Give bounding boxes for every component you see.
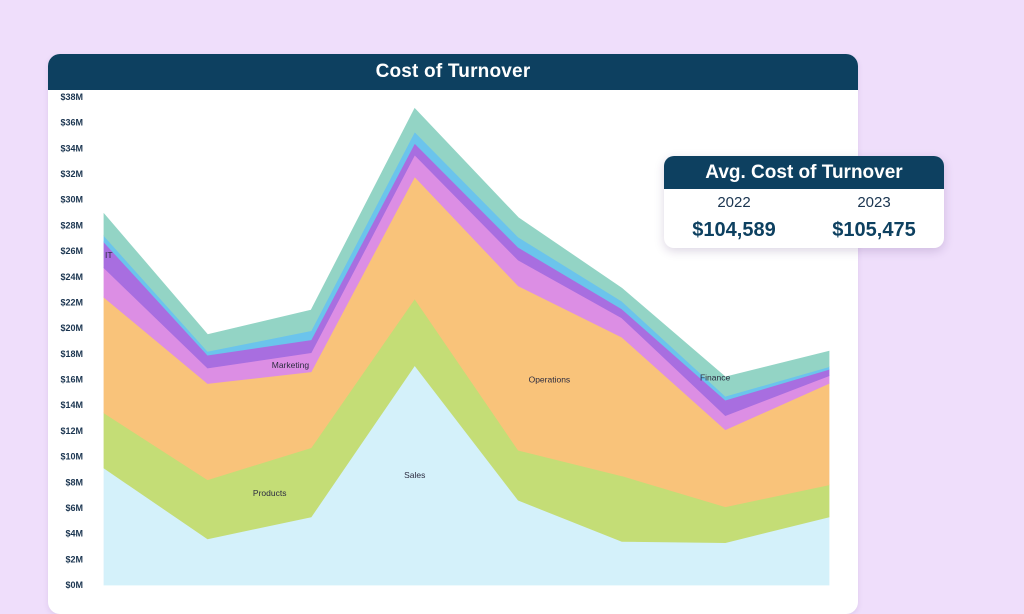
series-label-sales: Sales: [404, 470, 425, 480]
y-tick-label: $18M: [60, 349, 83, 359]
y-tick-label: $32M: [60, 169, 83, 179]
avg-cost-card-title: Avg. Cost of Turnover: [705, 161, 903, 183]
avg-cost-value: $104,589: [692, 219, 776, 241]
series-label-marketing: Marketing: [272, 360, 310, 370]
y-tick-label: $30M: [60, 195, 83, 205]
area-chart: $0M $2M $4M $6M $8M $10M $12M $14M $16M $18M $20M $…: [60, 92, 830, 590]
y-tick-label: $34M: [60, 143, 83, 153]
series-labels: Sales Products Operations Marketing IT Financ…: [105, 250, 730, 498]
y-tick-label: $36M: [60, 118, 83, 128]
y-tick-label: $4M: [65, 529, 83, 539]
chart-title: Cost of Turnover: [375, 61, 531, 82]
y-tick-label: $22M: [60, 297, 83, 307]
y-axis: $0M $2M $4M $6M $8M $10M $12M $14M $16M $18M $20M $…: [60, 92, 83, 590]
y-tick-label: $24M: [60, 272, 83, 282]
avg-cost-value: $105,475: [832, 219, 916, 241]
avg-cost-card: Avg. Cost of Turnover 2022 $104,589 2023…: [664, 156, 944, 248]
y-tick-label: $38M: [60, 92, 83, 102]
series-label-operations: Operations: [529, 375, 571, 385]
area-series-finance: [103, 107, 830, 397]
avg-cost-card-header: Avg. Cost of Turnover: [664, 156, 944, 189]
series-label-products: Products: [253, 488, 287, 498]
y-tick-label: $28M: [60, 220, 83, 230]
y-tick-label: $8M: [65, 477, 83, 487]
chart-title-bar: Cost of Turnover: [48, 54, 858, 90]
y-tick-label: $2M: [65, 554, 83, 564]
y-tick-label: $20M: [60, 323, 83, 333]
y-tick-label: $10M: [60, 452, 83, 462]
y-tick-label: $26M: [60, 246, 83, 256]
y-tick-label: $16M: [60, 375, 83, 385]
avg-cost-col-2023: 2023 $105,475: [804, 189, 944, 248]
year-label: 2022: [717, 194, 751, 211]
series-label-finance: Finance: [700, 372, 731, 382]
year-label: 2023: [857, 194, 891, 211]
y-tick-label: $0M: [65, 580, 83, 590]
series-label-it: IT: [105, 250, 113, 260]
avg-cost-columns: 2022 $104,589 2023 $105,475: [664, 189, 944, 248]
area-series-group: [103, 107, 830, 586]
y-tick-label: $14M: [60, 400, 83, 410]
y-tick-label: $6M: [65, 503, 83, 513]
y-tick-label: $12M: [60, 426, 83, 436]
avg-cost-col-2022: 2022 $104,589: [664, 189, 804, 248]
